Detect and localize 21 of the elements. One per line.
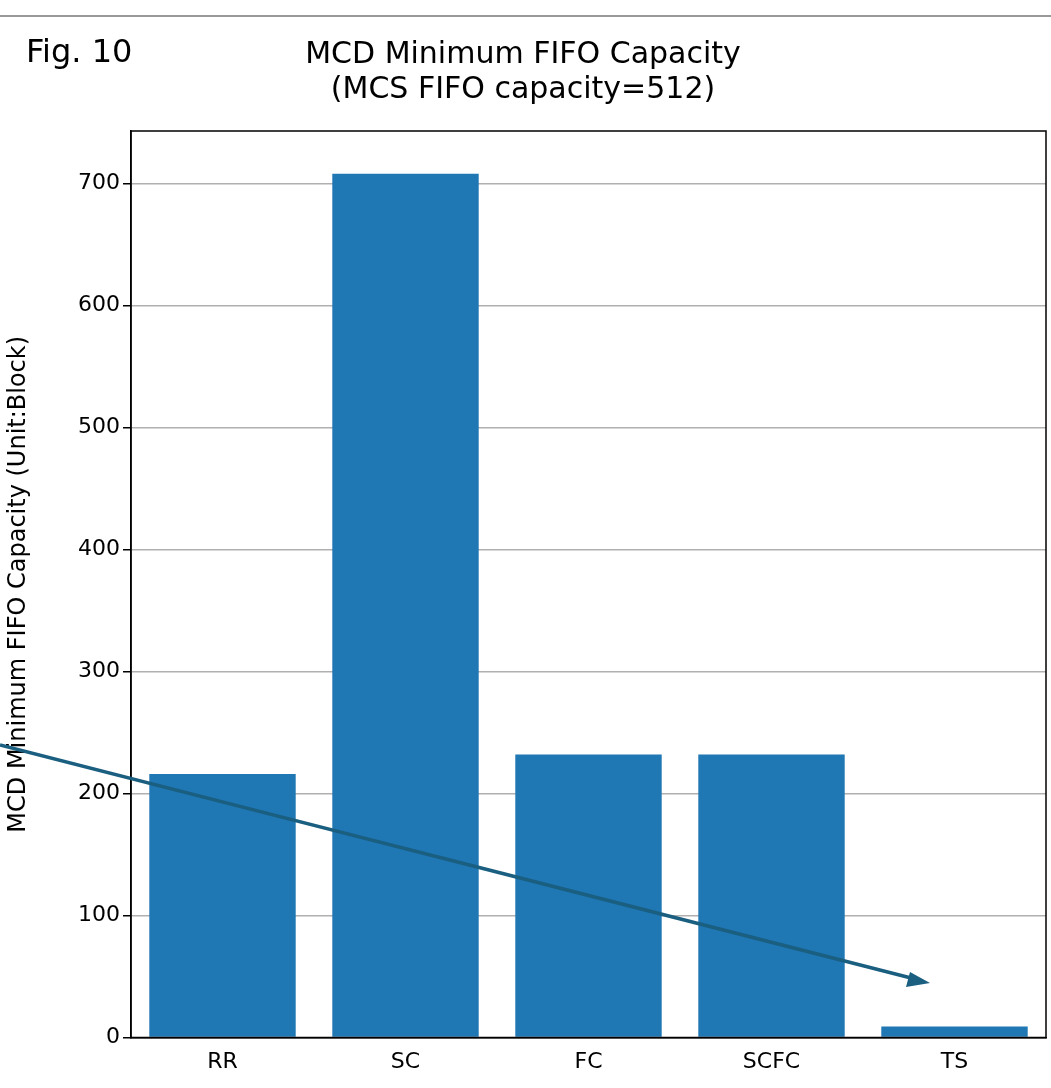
y-tick-label: 600 <box>78 291 120 317</box>
y-tick-label: 0 <box>106 1023 120 1049</box>
y-tick-label: 200 <box>78 779 120 805</box>
y-axis-title: MCD Minimum FIFO Capacity (Unit:Block) <box>2 335 31 833</box>
x-tick-label: RR <box>207 1047 238 1073</box>
caption: Fig. 10 <box>26 32 133 71</box>
x-tick-label: SCFC <box>742 1047 801 1073</box>
y-tick-label: 500 <box>78 413 120 439</box>
y-tick-label: 400 <box>78 535 120 561</box>
x-tick-label: FC <box>574 1047 603 1073</box>
x-tick-label: SC <box>390 1047 421 1073</box>
bar <box>149 774 296 1037</box>
bar <box>698 754 845 1037</box>
bar <box>881 1026 1028 1037</box>
chart-title: MCD Minimum FIFO Capacity (MCS FIFO capacity=512) <box>305 35 741 105</box>
x-tick-label: TS <box>939 1047 969 1073</box>
bar <box>515 754 662 1037</box>
y-tick-label: 100 <box>78 901 120 927</box>
bar <box>332 173 479 1037</box>
y-tick-label: 300 <box>78 657 120 683</box>
y-tick-label: 700 <box>78 169 120 195</box>
